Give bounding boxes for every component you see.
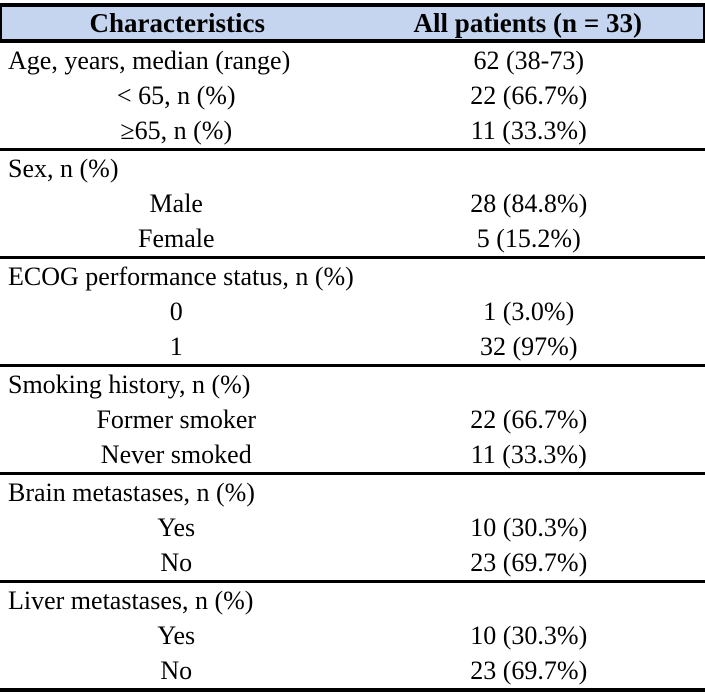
table-row: Liver metastases, n (%) [0,583,705,618]
table-row: 1 32 (97%) [0,329,705,364]
row-label: Former smoker [96,405,257,434]
table-row: < 65, n (%) 22 (66.7%) [0,78,705,113]
row-label: ECOG performance status, n (%) [8,262,354,291]
table-section: Brain metastases, n (%) Yes 10 (30.3%) N… [0,475,705,583]
row-label: Yes [157,513,196,542]
table-header-row: Characteristics All patients (n = 33) [0,7,705,43]
table-row: Former smoker 22 (66.7%) [0,402,705,437]
patient-characteristics-table: Characteristics All patients (n = 33) Ag… [0,3,705,692]
table-row: ECOG performance status, n (%) [0,259,705,294]
table-row: Smoking history, n (%) [0,367,705,402]
row-value: 62 (38-73) [473,46,584,75]
row-value [353,151,705,186]
row-value: 11 (33.3%) [470,440,587,469]
row-label: Yes [157,621,196,650]
table-row: No 23 (69.7%) [0,653,705,688]
row-label: No [160,548,193,577]
row-label: No [160,656,193,685]
row-label: Brain metastases, n (%) [8,478,255,507]
row-label: Smoking history, n (%) [8,370,251,399]
table-row: Female 5 (15.2%) [0,221,705,256]
table-row: ≥65, n (%) 11 (33.3%) [0,113,705,148]
table-row: Sex, n (%) [0,151,705,186]
row-label: Female [137,224,215,253]
row-value: 10 (30.3%) [470,621,588,650]
row-value [353,475,705,510]
table-row: 0 1 (3.0%) [0,294,705,329]
table-row: Brain metastases, n (%) [0,475,705,510]
table-section: Smoking history, n (%) Former smoker 22 … [0,367,705,475]
header-characteristics: Characteristics [89,8,265,38]
row-label: Sex, n (%) [8,154,119,183]
row-label: Age, years, median (range) [8,46,291,75]
row-value: 23 (69.7%) [470,656,588,685]
row-value [353,583,705,618]
row-label: 1 [169,332,183,361]
row-label: Male [149,189,203,218]
row-label: Liver metastases, n (%) [8,586,254,615]
row-value: 22 (66.7%) [470,405,588,434]
table-row: Yes 10 (30.3%) [0,510,705,545]
table-body: Age, years, median (range) 62 (38-73) < … [0,43,705,692]
table-row: Male 28 (84.8%) [0,186,705,221]
row-label: 0 [169,297,183,326]
row-value [353,367,705,402]
row-value: 28 (84.8%) [470,189,588,218]
row-value: 32 (97%) [480,332,578,361]
table-section: Age, years, median (range) 62 (38-73) < … [0,43,705,151]
table-row: Age, years, median (range) 62 (38-73) [0,43,705,78]
row-value: 5 (15.2%) [476,224,581,253]
row-value: 11 (33.3%) [470,116,587,145]
table-row: Yes 10 (30.3%) [0,618,705,653]
header-all-patients: All patients (n = 33) [413,8,642,38]
row-value: 1 (3.0%) [483,297,575,326]
row-label: < 65, n (%) [116,81,236,110]
row-label: ≥65, n (%) [120,116,233,145]
table-row: Never smoked 11 (33.3%) [0,437,705,472]
row-value: 22 (66.7%) [470,81,588,110]
row-value: 23 (69.7%) [470,548,588,577]
table-section: Sex, n (%) Male 28 (84.8%) Female 5 (15.… [0,151,705,259]
table-section: Liver metastases, n (%) Yes 10 (30.3%) N… [0,583,705,692]
row-value [354,259,705,294]
row-value: 10 (30.3%) [470,513,588,542]
row-label: Never smoked [100,440,252,469]
table-row: No 23 (69.7%) [0,545,705,580]
table-section: ECOG performance status, n (%) 0 1 (3.0%… [0,259,705,367]
